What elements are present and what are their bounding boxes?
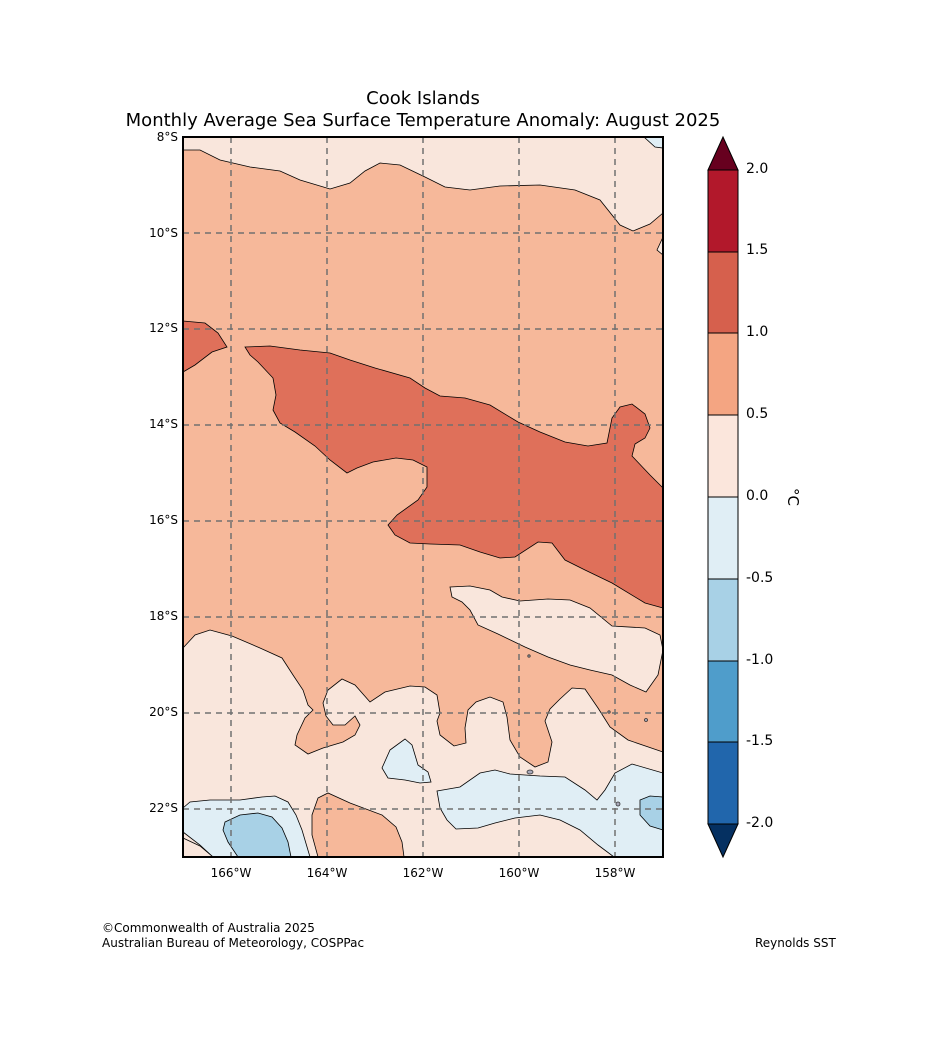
sst-anomaly-map	[182, 136, 664, 858]
colorbar-tick-label: -1.5	[746, 733, 774, 749]
island-marker	[644, 718, 648, 722]
lat-label: 10°S	[149, 226, 178, 240]
map-title: Cook Islands	[366, 88, 480, 109]
colorbar-frame	[707, 169, 739, 825]
anomaly-region-1.0-1.5-west	[182, 320, 228, 373]
colorbar-swatch-neg1.5-neg1.0	[708, 661, 738, 742]
lon-label: 164°W	[306, 866, 348, 880]
anomaly-region-0-0.5-mideast	[449, 585, 664, 693]
colorbar-swatch-neg1.0-neg0.5	[708, 579, 738, 661]
island-marker	[607, 710, 611, 714]
colorbar-tick-label: 1.5	[746, 242, 769, 258]
lon-label: 166°W	[210, 866, 252, 880]
colorbar-dividers	[708, 251, 738, 743]
colorbar-swatch-1.5-2.0	[708, 170, 738, 252]
anomaly-region-0-0.5-north	[182, 136, 664, 232]
island-marker	[526, 769, 534, 775]
map-frame	[182, 136, 664, 858]
colorbar-swatch-1.0-1.5	[708, 252, 738, 333]
lat-label: 8°S	[156, 130, 178, 144]
anomaly-region-neg-central	[381, 738, 432, 784]
anomaly-region-1.0-1.5-central	[244, 345, 664, 609]
copyright-text: ©Commonwealth of Australia 2025	[102, 921, 315, 935]
agency-text: Australian Bureau of Meteorology, COSPPa…	[102, 936, 365, 950]
colorbar-extend-under	[707, 823, 739, 859]
island-marker	[615, 801, 621, 807]
lat-label: 14°S	[149, 417, 178, 431]
colorbar-tick-label: -2.0	[746, 815, 774, 831]
colorbar-extend-over	[707, 135, 739, 171]
lat-label: 20°S	[149, 705, 178, 719]
lon-label: 162°W	[402, 866, 444, 880]
lon-label: 160°W	[498, 866, 540, 880]
lat-label: 22°S	[149, 801, 178, 815]
anomaly-region-0.5-1.0-south	[311, 792, 405, 858]
anomaly-region-neg-0.5-sw	[222, 812, 292, 858]
colorbar-tick-label: 2.0	[746, 161, 769, 177]
colorbar-tick-label: 1.0	[746, 324, 769, 340]
colorbar-tick-label: -0.5	[746, 570, 774, 586]
lat-label: 16°S	[149, 513, 178, 527]
graticule	[183, 137, 663, 857]
colorbar-unit-label: °C	[783, 488, 802, 506]
colorbar-tick-label: -1.0	[746, 652, 774, 668]
lon-label: 158°W	[594, 866, 636, 880]
island-marker	[527, 654, 531, 658]
colorbar-swatch-0.5-1.0	[708, 333, 738, 415]
colorbar-tick-label: 0.0	[746, 488, 769, 504]
lat-label: 18°S	[149, 609, 178, 623]
map-subtitle: Monthly Average Sea Surface Temperature …	[125, 110, 721, 131]
colorbar-tick-label: 0.5	[746, 406, 769, 422]
colorbar-swatch-neg2.0-neg1.5	[708, 742, 738, 824]
colorbar	[707, 135, 739, 859]
lat-label: 12°S	[149, 321, 178, 335]
colorbar-swatch-neg0.5-0.0	[708, 497, 738, 579]
colorbar-swatch-0.0-0.5	[708, 415, 738, 497]
data-source-text: Reynolds SST	[755, 936, 836, 950]
